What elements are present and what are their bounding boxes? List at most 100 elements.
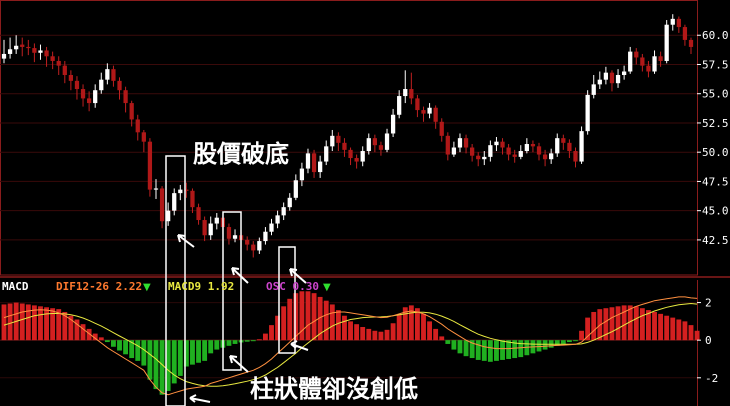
legend-osc: OSC 0.30 — [266, 280, 319, 293]
candle-body — [372, 138, 377, 146]
candle-body — [500, 141, 505, 148]
candle-body — [172, 193, 177, 211]
candle-body — [415, 98, 420, 111]
osc-bar — [135, 340, 141, 361]
osc-bar — [585, 317, 591, 341]
legend-title: MACD — [2, 280, 29, 293]
candle-body — [50, 56, 55, 61]
osc-bar — [445, 340, 451, 344]
osc-bar — [293, 293, 299, 341]
osc-bar — [670, 317, 676, 341]
osc-bar — [202, 340, 208, 361]
osc-bar — [177, 340, 183, 376]
osc-bar — [481, 340, 487, 361]
arrow-icon — [231, 267, 249, 284]
candle-body — [646, 65, 651, 72]
osc-bar — [372, 330, 378, 341]
arrow-icon — [177, 234, 195, 248]
candle-body — [196, 207, 201, 221]
candle-body — [56, 60, 61, 66]
osc-bar — [98, 337, 104, 341]
candle-body — [86, 98, 92, 104]
osc-bar — [414, 308, 420, 341]
candle-body — [585, 94, 590, 132]
osc-bar — [244, 340, 250, 342]
osc-bar — [427, 321, 433, 341]
osc-bar — [129, 340, 135, 359]
osc-bar — [262, 333, 268, 341]
osc-bar — [348, 321, 353, 341]
candle-body — [275, 215, 280, 224]
osc-bar — [439, 336, 445, 341]
osc-bar — [621, 305, 627, 341]
osc-bar — [384, 329, 390, 341]
candle-body — [518, 151, 523, 157]
candle-body — [166, 210, 171, 222]
candle-body — [445, 135, 450, 155]
osc-bar — [281, 306, 287, 341]
osc-bar — [542, 340, 548, 350]
price-tick-label: 42.5 — [702, 234, 729, 247]
osc-bar — [250, 340, 256, 342]
candle-body — [384, 133, 390, 150]
candle-body — [178, 189, 183, 194]
osc-bar — [183, 340, 189, 367]
candle-body — [524, 144, 529, 152]
candle-body — [451, 147, 457, 155]
candle-body — [330, 135, 335, 147]
osc-bar — [208, 340, 214, 354]
arrow-icon — [229, 355, 249, 373]
osc-bar — [68, 315, 74, 341]
osc-bar — [141, 340, 147, 366]
osc-bar — [117, 340, 122, 351]
legend-macd: MACD9 1.92 — [168, 280, 234, 293]
candle-body — [20, 44, 25, 47]
candle-body — [263, 231, 268, 242]
osc-bar — [676, 319, 682, 341]
candle-body — [621, 71, 627, 76]
osc-bar — [591, 311, 597, 341]
candle-body — [14, 45, 19, 50]
osc-bar — [396, 314, 402, 341]
osc-bar — [214, 340, 220, 350]
candle-body — [135, 119, 140, 133]
candle-body — [38, 50, 43, 53]
annotation-overlay: 股價破底 柱狀體卻沒創低 — [165, 140, 418, 406]
osc-bar — [390, 323, 396, 341]
osc-bar — [226, 340, 232, 346]
candle-body — [634, 51, 639, 58]
osc-bar — [269, 325, 274, 341]
candle-body — [80, 89, 86, 99]
macd-annotation: 柱狀體卻沒創低 — [250, 375, 418, 403]
candle-body — [74, 80, 80, 90]
osc-bar — [354, 324, 360, 341]
osc-bar — [573, 340, 578, 342]
highlight-box-1 — [165, 155, 186, 406]
price-tick-label: 60.0 — [702, 29, 729, 42]
candle-body — [664, 24, 669, 61]
osc-bar — [688, 325, 694, 341]
price-tick-label: 50.0 — [702, 146, 729, 159]
osc-bar — [463, 340, 469, 357]
candle-body — [549, 153, 554, 160]
candle-body — [147, 141, 153, 190]
osc-bar — [512, 340, 518, 359]
candle-body — [26, 46, 31, 49]
osc-bar — [31, 305, 37, 341]
candle-body — [390, 114, 396, 134]
candle-body — [561, 138, 566, 143]
candle-body — [427, 107, 432, 114]
dif-line — [3, 296, 698, 396]
candle-body — [1, 53, 7, 59]
osc-bar — [609, 307, 615, 341]
candle-body — [579, 131, 584, 162]
osc-bar — [86, 328, 92, 341]
arrow-icon — [289, 268, 307, 284]
candle-body — [615, 75, 621, 84]
price-tick-label: 47.5 — [702, 175, 729, 188]
candle-body — [591, 84, 596, 95]
osc-bar — [408, 305, 414, 341]
candle-body — [281, 207, 286, 216]
osc-bar — [378, 331, 384, 341]
